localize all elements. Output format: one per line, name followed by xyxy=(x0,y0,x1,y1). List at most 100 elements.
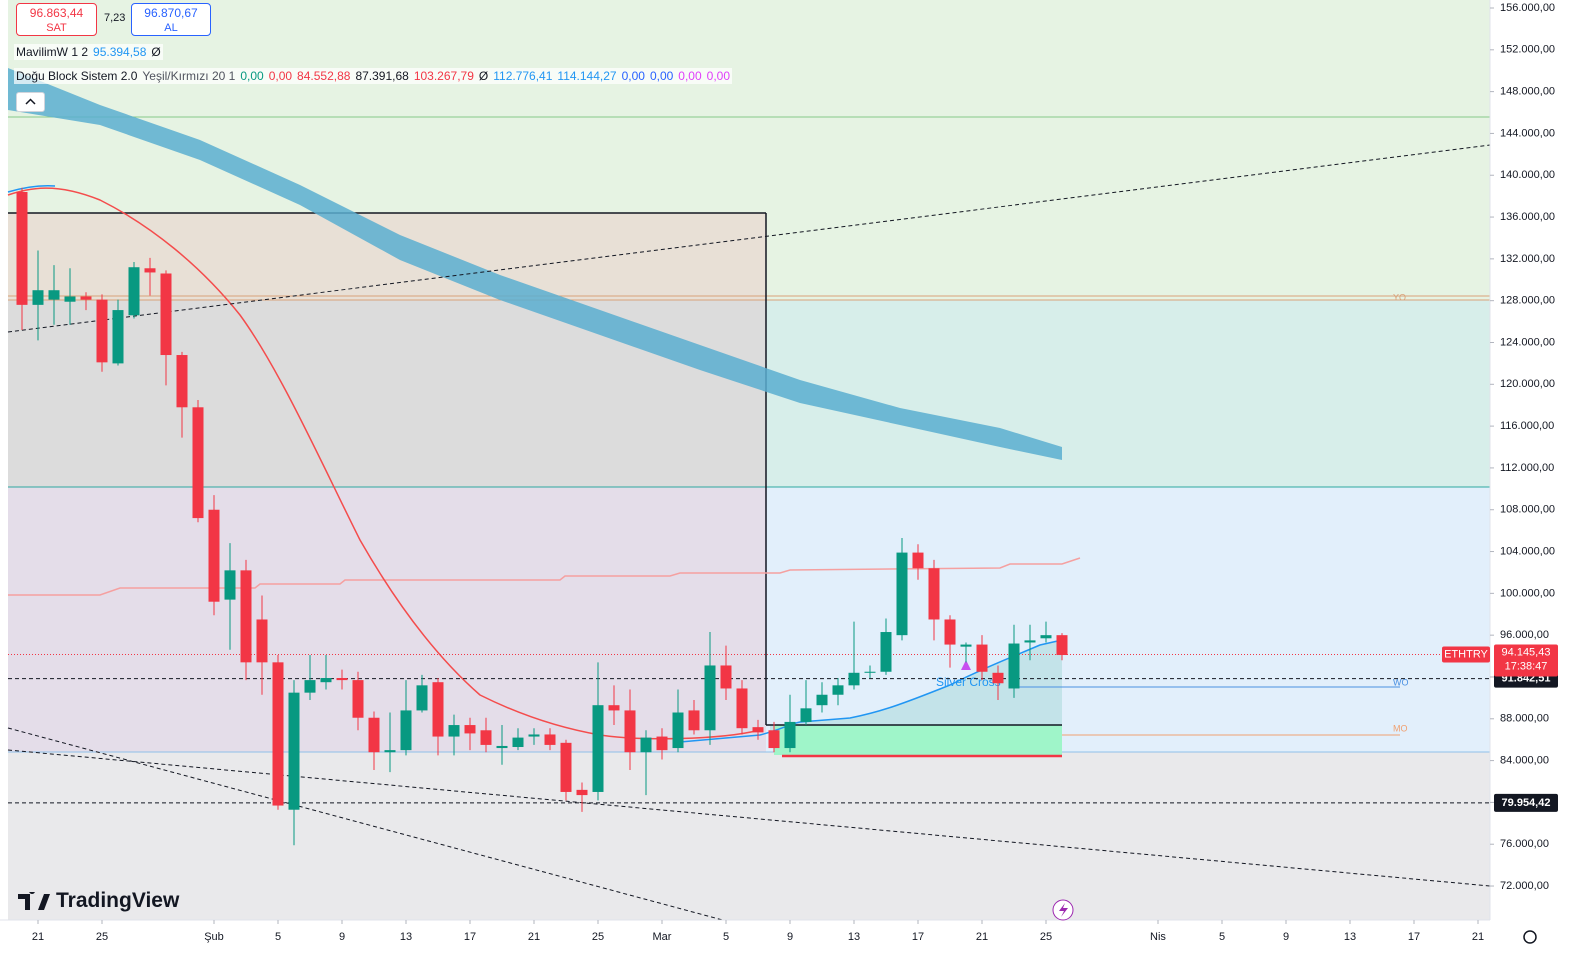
buy-price: 96.870,67 xyxy=(144,6,198,20)
y-tick-label: 124.000,00 xyxy=(1500,336,1555,348)
indicator-value: Ø xyxy=(151,45,161,59)
candle-body xyxy=(944,619,956,645)
y-tick-label: 136.000,00 xyxy=(1500,211,1555,223)
candle-body xyxy=(368,717,380,753)
level-tag: MO xyxy=(1393,723,1408,733)
indicator-legend[interactable]: MavilimW 1 2 95.394,58 Ø xyxy=(14,44,163,60)
x-tick-label: 17 xyxy=(464,931,476,943)
indicator-name: MavilimW 1 2 xyxy=(16,45,89,59)
y-tick-label: 128.000,00 xyxy=(1500,295,1555,307)
candle-body xyxy=(128,267,140,316)
candle-body xyxy=(496,745,508,749)
indicator-value: 0,00 xyxy=(240,69,264,83)
x-tick-label: 9 xyxy=(787,931,793,943)
candle-body xyxy=(960,644,972,647)
candle-body xyxy=(1024,640,1036,643)
candle-body xyxy=(384,750,396,753)
y-tick-label: 144.000,00 xyxy=(1500,127,1555,139)
y-tick-label: 104.000,00 xyxy=(1500,545,1555,557)
logo-mark xyxy=(18,892,50,910)
x-tick-label: 5 xyxy=(275,931,281,943)
countdown-label: 17:38:47 xyxy=(1505,660,1548,672)
axes: 72.000,0076.000,0080.000,0084.000,0088.0… xyxy=(32,2,1558,943)
indicator-value: 0,00 xyxy=(649,69,674,83)
candle-body xyxy=(912,552,924,569)
y-tick-label: 132.000,00 xyxy=(1500,253,1555,265)
level-tag: WO xyxy=(1393,677,1409,687)
y-tick-label: 76.000,00 xyxy=(1500,838,1549,850)
candle-body xyxy=(256,619,268,663)
candle-body xyxy=(704,665,716,731)
collapse-button[interactable] xyxy=(16,92,45,112)
indicator-legend[interactable]: Doğu Block Sistem 2.0 Yeşil/Kırmızı 20 1… xyxy=(14,68,733,84)
indicator-value: 0,00 xyxy=(706,69,731,83)
candle-body xyxy=(432,682,444,737)
candle-body xyxy=(560,742,572,792)
range-box xyxy=(8,213,766,752)
x-tick-label: 25 xyxy=(1040,931,1052,943)
x-tick-label: 21 xyxy=(1472,931,1484,943)
y-tick-label: 88.000,00 xyxy=(1500,713,1549,725)
candle-body xyxy=(640,737,652,753)
y-tick-label: 108.000,00 xyxy=(1500,504,1555,516)
candle-body xyxy=(816,694,828,706)
y-tick-label: 112.000,00 xyxy=(1500,462,1554,474)
x-tick-label: 25 xyxy=(96,931,108,943)
x-tick-label: Şub xyxy=(204,931,224,943)
level-tag: YO xyxy=(1393,292,1406,302)
candle-body xyxy=(32,290,44,305)
candle-body xyxy=(512,737,524,748)
candle-body xyxy=(624,710,636,753)
x-tick-label: Nis xyxy=(1150,931,1166,943)
candle-body xyxy=(288,692,300,810)
price-axis xyxy=(1490,0,1575,956)
candle-body xyxy=(240,570,252,663)
zone-blue xyxy=(8,487,1490,752)
buy-button[interactable]: 96.870,67 AL xyxy=(131,3,211,36)
candle-body xyxy=(800,708,812,722)
zone-gray xyxy=(8,752,1490,920)
candle-body xyxy=(592,705,604,792)
candle-body xyxy=(896,552,908,636)
indicator-value: 0,00 xyxy=(621,69,645,83)
signal-label: Silver Cross xyxy=(936,675,1001,689)
buy-label: AL xyxy=(164,22,178,34)
trend-line xyxy=(7,727,731,923)
candle-body xyxy=(352,680,364,718)
x-tick-label: 9 xyxy=(339,931,345,943)
sell-price: 96.863,44 xyxy=(29,6,84,20)
x-tick-label: 13 xyxy=(1344,931,1356,943)
candle-body xyxy=(832,685,844,695)
price-tag xyxy=(1494,644,1558,677)
watermark-text: TradingView xyxy=(56,889,180,912)
settings-icon[interactable] xyxy=(1523,930,1537,944)
candle-body xyxy=(64,296,76,302)
y-tick-label: 148.000,00 xyxy=(1500,86,1555,98)
candle-body xyxy=(96,299,108,363)
candle-body xyxy=(656,736,668,751)
candle-body xyxy=(672,712,684,749)
indicator-name: Doğu Block Sistem 2.0 xyxy=(16,69,138,83)
y-tick-label: 84.000,00 xyxy=(1500,755,1549,767)
indicator-value: 114.144,27 xyxy=(557,69,617,83)
levels xyxy=(8,654,1490,804)
sell-button[interactable]: 96.863,44 SAT xyxy=(16,3,97,36)
x-tick-label: 5 xyxy=(1219,931,1225,943)
alert-bolt xyxy=(1059,903,1068,917)
x-tick-label: 5 xyxy=(723,931,729,943)
candle-body xyxy=(736,688,748,729)
x-tick-label: Mar xyxy=(653,931,672,943)
x-tick-label: 25 xyxy=(592,931,604,943)
candle-body xyxy=(192,407,204,519)
time-axis xyxy=(0,920,1575,956)
candle-body xyxy=(928,568,940,620)
x-tick-label: 13 xyxy=(848,931,860,943)
candle-body xyxy=(144,268,156,273)
cloud-band xyxy=(8,68,1062,460)
candle-body xyxy=(448,725,460,737)
candle-body xyxy=(320,678,332,683)
y-tick-label: 100.000,00 xyxy=(1500,587,1555,599)
logo xyxy=(18,892,50,910)
indicator-value: 112.776,41 xyxy=(493,69,553,83)
